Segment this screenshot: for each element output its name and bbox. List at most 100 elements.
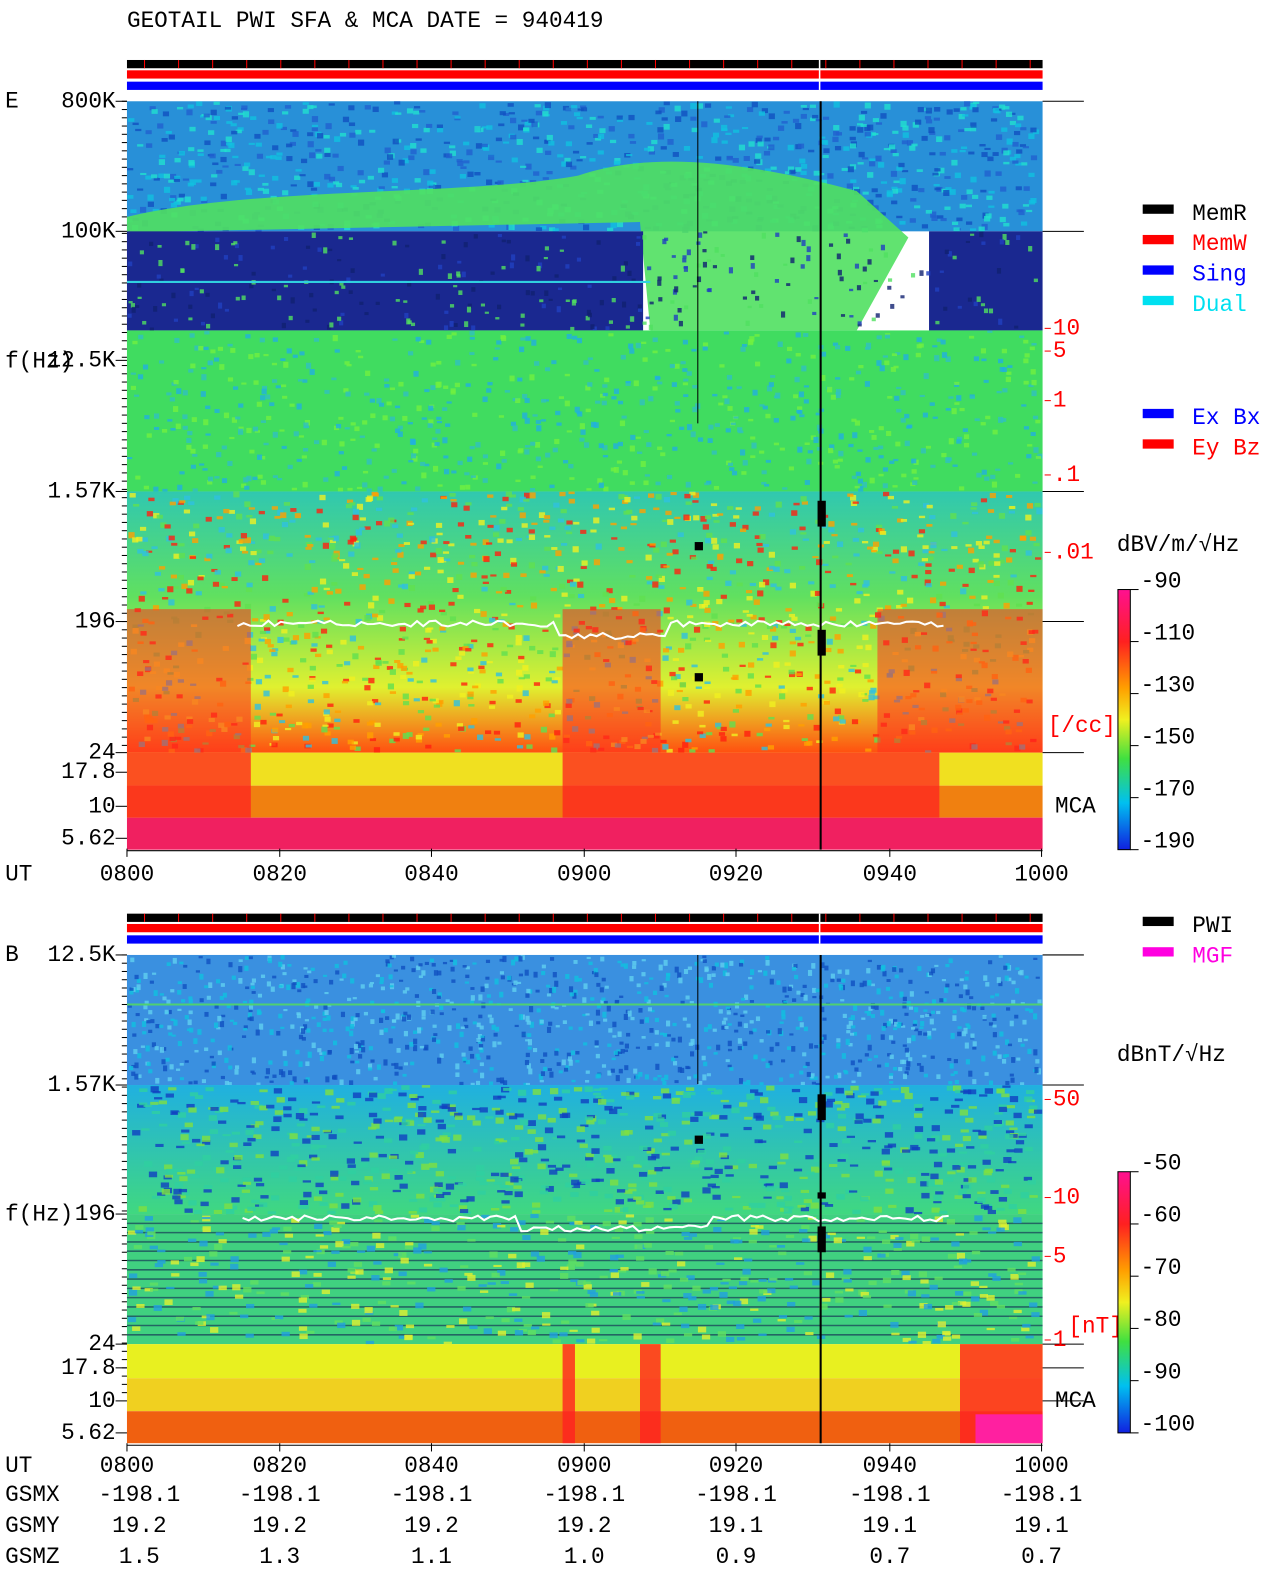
texture bbox=[969, 125, 977, 132]
texture bbox=[162, 996, 167, 1001]
texture bbox=[721, 1025, 726, 1030]
texture bbox=[356, 486, 363, 489]
texture bbox=[537, 465, 543, 468]
texture bbox=[618, 547, 625, 551]
texture bbox=[799, 158, 806, 164]
texture bbox=[155, 1143, 164, 1147]
texture bbox=[686, 599, 693, 606]
texture bbox=[311, 1016, 316, 1020]
texture bbox=[580, 105, 587, 108]
texture bbox=[188, 369, 194, 373]
texture bbox=[494, 1026, 500, 1032]
texture bbox=[766, 385, 773, 392]
texture bbox=[332, 153, 339, 158]
texture bbox=[501, 613, 508, 617]
texture bbox=[892, 967, 897, 972]
texture bbox=[1024, 353, 1030, 358]
texture bbox=[443, 541, 450, 545]
texture bbox=[286, 143, 293, 148]
texture bbox=[158, 173, 165, 179]
texture bbox=[690, 103, 697, 110]
texture bbox=[1035, 419, 1041, 424]
texture bbox=[416, 1027, 422, 1034]
texture bbox=[925, 583, 932, 588]
texture bbox=[617, 441, 624, 447]
texture bbox=[358, 179, 366, 184]
texture bbox=[808, 149, 815, 153]
texture bbox=[590, 421, 597, 428]
texture bbox=[398, 1066, 403, 1070]
texture bbox=[814, 674, 821, 679]
texture bbox=[962, 428, 968, 433]
texture bbox=[952, 464, 958, 467]
texture bbox=[749, 582, 756, 587]
texture bbox=[127, 168, 134, 171]
texture bbox=[835, 608, 843, 612]
texture bbox=[248, 142, 255, 145]
texture bbox=[679, 682, 687, 688]
texture bbox=[878, 426, 884, 431]
texture bbox=[911, 1035, 916, 1042]
texture bbox=[725, 580, 732, 587]
texture bbox=[686, 1023, 691, 1028]
texture bbox=[349, 1030, 354, 1037]
texture bbox=[757, 970, 762, 973]
texture bbox=[173, 1019, 178, 1026]
texture bbox=[181, 999, 186, 1003]
texture bbox=[334, 290, 339, 295]
texture bbox=[612, 276, 617, 281]
texture bbox=[494, 551, 502, 557]
texture bbox=[478, 519, 485, 526]
texture bbox=[712, 513, 719, 517]
texture bbox=[940, 217, 947, 222]
texture bbox=[729, 721, 736, 728]
texture bbox=[1006, 138, 1013, 145]
texture bbox=[835, 377, 841, 380]
texture bbox=[690, 603, 697, 607]
texture bbox=[773, 442, 780, 446]
texture bbox=[743, 155, 750, 161]
texture bbox=[879, 212, 886, 216]
texture bbox=[255, 1183, 265, 1187]
texture bbox=[520, 955, 525, 960]
texture bbox=[891, 1040, 896, 1044]
texture bbox=[447, 1025, 452, 1031]
texture bbox=[883, 252, 888, 258]
texture bbox=[428, 419, 434, 425]
texture bbox=[876, 988, 881, 995]
texture bbox=[360, 1040, 365, 1046]
texture bbox=[855, 370, 862, 375]
texture bbox=[891, 200, 898, 205]
texture bbox=[981, 241, 986, 245]
texture bbox=[644, 147, 651, 151]
texture bbox=[339, 282, 344, 286]
texture bbox=[981, 358, 987, 362]
texture bbox=[829, 1164, 838, 1168]
texture bbox=[680, 1000, 685, 1005]
texture bbox=[642, 1205, 652, 1208]
texture bbox=[1003, 150, 1010, 156]
texture bbox=[1009, 549, 1016, 553]
texture bbox=[365, 497, 372, 503]
texture bbox=[621, 495, 628, 499]
texture bbox=[922, 503, 930, 508]
texture bbox=[452, 225, 460, 231]
texture bbox=[530, 475, 536, 480]
texture bbox=[918, 529, 926, 534]
mca-band bbox=[126, 817, 1043, 850]
texture bbox=[423, 727, 430, 731]
texture bbox=[347, 1170, 357, 1175]
texture bbox=[271, 651, 278, 657]
texture bbox=[506, 527, 513, 533]
texture bbox=[729, 1165, 739, 1170]
texture bbox=[1023, 339, 1029, 344]
texture bbox=[916, 169, 923, 172]
texture bbox=[896, 386, 902, 389]
texture bbox=[641, 341, 647, 344]
texture bbox=[1003, 222, 1010, 227]
texture bbox=[576, 257, 582, 262]
texture bbox=[367, 1063, 373, 1070]
texture bbox=[155, 1024, 160, 1029]
texture bbox=[583, 1042, 588, 1046]
texture bbox=[646, 999, 651, 1004]
